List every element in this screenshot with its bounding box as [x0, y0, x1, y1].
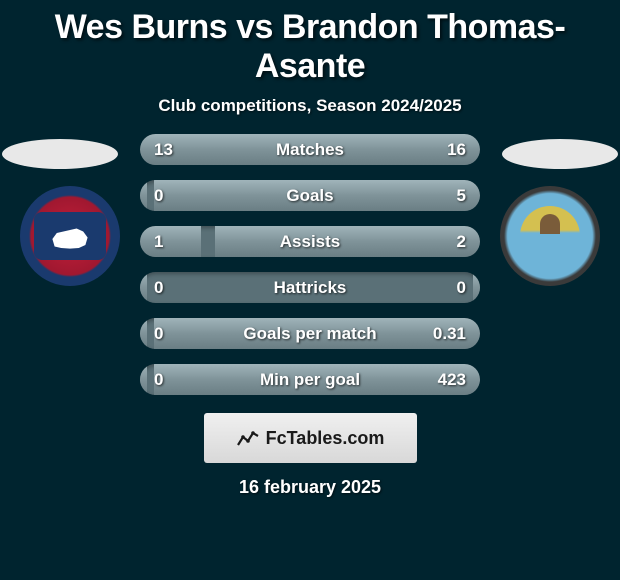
stat-value-right: 16 — [447, 140, 466, 160]
stat-row-goals-per-match: 0 Goals per match 0.31 — [140, 318, 480, 349]
stat-fill-left — [140, 180, 147, 211]
stat-fill-right — [473, 272, 480, 303]
stat-value-right: 2 — [457, 232, 466, 252]
stat-label: Matches — [276, 140, 344, 160]
stat-label: Hattricks — [274, 278, 347, 298]
stat-label: Goals per match — [243, 324, 376, 344]
stat-row-hattricks: 0 Hattricks 0 — [140, 272, 480, 303]
stat-row-min-per-goal: 0 Min per goal 423 — [140, 364, 480, 395]
team-right-badge-inner — [520, 206, 580, 266]
stat-value-right: 0.31 — [433, 324, 466, 344]
stat-row-matches: 13 Matches 16 — [140, 134, 480, 165]
brand-logo-icon — [236, 427, 260, 449]
stat-label: Min per goal — [260, 370, 360, 390]
stat-value-left: 0 — [154, 370, 163, 390]
stat-fill-right — [215, 226, 480, 257]
stat-row-goals: 0 Goals 5 — [140, 180, 480, 211]
stat-value-left: 0 — [154, 324, 163, 344]
stat-fill-left — [140, 318, 147, 349]
stat-row-assists: 1 Assists 2 — [140, 226, 480, 257]
stat-value-right: 5 — [457, 186, 466, 206]
stat-value-left: 0 — [154, 186, 163, 206]
stat-fill-left — [140, 364, 147, 395]
team-right-ellipse — [502, 139, 618, 169]
stat-value-left: 0 — [154, 278, 163, 298]
stat-fill-left — [140, 226, 201, 257]
comparison-content: 13 Matches 16 0 Goals 5 1 Assists 2 0 Ha… — [0, 134, 620, 498]
comparison-title: Wes Burns vs Brandon Thomas-Asante — [0, 0, 620, 86]
team-left-badge-inner — [34, 212, 106, 260]
stat-value-left: 1 — [154, 232, 163, 252]
footer-brand-box: FcTables.com — [204, 413, 417, 463]
team-left-badge — [20, 186, 120, 286]
team-right-badge — [500, 186, 600, 286]
stats-list: 13 Matches 16 0 Goals 5 1 Assists 2 0 Ha… — [140, 134, 480, 395]
stat-value-right: 0 — [457, 278, 466, 298]
stat-value-right: 423 — [438, 370, 466, 390]
team-left-ellipse — [2, 139, 118, 169]
stat-value-left: 13 — [154, 140, 173, 160]
comparison-date: 16 february 2025 — [0, 477, 620, 498]
stat-label: Assists — [280, 232, 340, 252]
footer-brand-text: FcTables.com — [266, 428, 385, 449]
stat-fill-left — [140, 272, 147, 303]
stat-label: Goals — [286, 186, 333, 206]
comparison-subtitle: Club competitions, Season 2024/2025 — [0, 96, 620, 116]
